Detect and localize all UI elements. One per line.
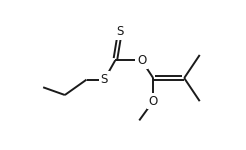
Text: O: O (137, 54, 146, 67)
Text: S: S (101, 73, 108, 86)
Text: S: S (116, 25, 123, 38)
Text: O: O (149, 95, 158, 108)
